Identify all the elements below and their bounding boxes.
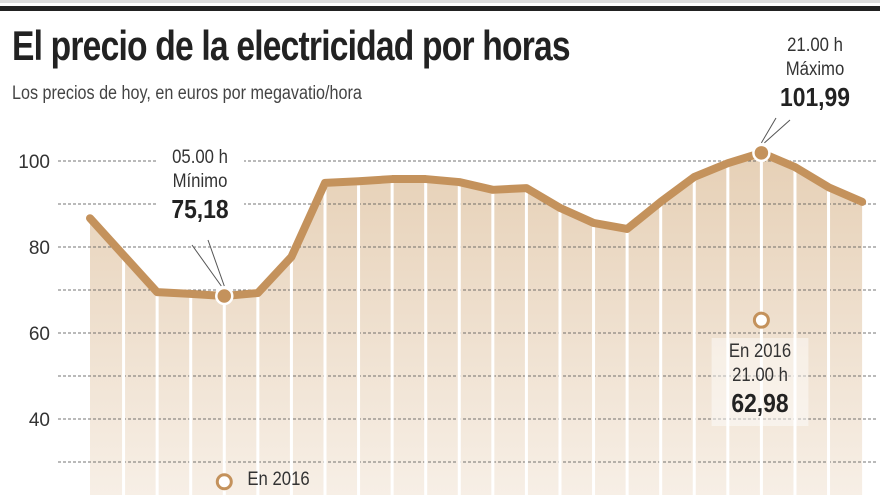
min-value: 75,18 <box>171 194 229 224</box>
max-value: 101,99 <box>780 82 850 112</box>
chart-title: El precio de la electricidad por horas <box>12 22 571 69</box>
2016-max-value: 62,98 <box>731 388 789 418</box>
area-fill <box>90 152 863 495</box>
2016-max-label: En 2016 <box>728 341 792 362</box>
y-tick-label: 60 <box>29 324 50 345</box>
2016-min-point <box>215 473 233 491</box>
max-label: Máximo <box>785 59 845 80</box>
2016-max-hour: 21.00 h <box>732 365 788 386</box>
min-point <box>215 286 234 306</box>
top-rule <box>0 0 880 3</box>
y-tick-label: 80 <box>29 238 50 259</box>
min-leader-line <box>191 244 222 287</box>
min-label: Mínimo <box>172 171 228 192</box>
2016-min-annotation: En 2016 <box>247 468 326 492</box>
max-hour: 21.00 h <box>787 35 843 56</box>
y-tick-label: 100 <box>18 152 50 173</box>
2016-max-annotation: En 2016 21.00 h 62,98 <box>711 338 809 426</box>
2016-min-label: En 2016 <box>247 469 310 490</box>
min-leader-line <box>207 239 225 287</box>
2016-max-point <box>752 311 770 329</box>
header-bar <box>0 6 880 11</box>
min-annotation: 05.00 h Mínimo 75,18 <box>156 146 244 224</box>
max-leader-line <box>764 119 791 144</box>
max-point <box>752 143 771 163</box>
chart-subtitle: Los precios de hoy, en euros por megavat… <box>12 83 362 104</box>
max-leader-line <box>760 117 777 144</box>
max-annotation: 21.00 h Máximo 101,99 <box>771 34 859 112</box>
min-hour: 05.00 h <box>172 147 228 168</box>
y-tick-label: 40 <box>29 410 50 431</box>
